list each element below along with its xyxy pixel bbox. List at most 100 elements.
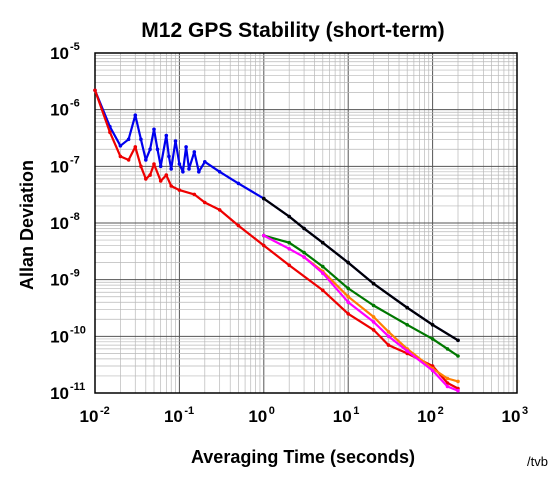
data-point — [287, 247, 292, 251]
data-point — [155, 147, 160, 152]
data-point — [167, 154, 171, 159]
y-tick-exponent: -8 — [70, 211, 80, 223]
y-tick-label: 10 — [50, 327, 69, 346]
data-point — [236, 181, 241, 186]
data-point — [148, 173, 152, 177]
data-point — [126, 137, 131, 142]
data-point — [118, 154, 123, 159]
plot-frame — [94, 52, 518, 394]
data-point — [430, 337, 435, 341]
x-tick-label: 10 — [333, 407, 352, 426]
data-point — [346, 286, 351, 291]
data-point — [371, 303, 376, 308]
series-line-0 — [93, 89, 459, 342]
data-point — [158, 164, 163, 169]
data-point — [133, 113, 138, 117]
data-point — [197, 170, 201, 174]
data-point — [371, 328, 376, 332]
data-point — [144, 177, 148, 181]
data-point — [405, 323, 410, 327]
data-point — [346, 260, 351, 265]
data-point — [386, 343, 391, 347]
data-point — [169, 184, 173, 188]
y-axis-label: Allan Deviation — [17, 160, 37, 290]
data-point — [430, 368, 435, 373]
x-tick-label: 10 — [502, 407, 521, 426]
data-point — [152, 162, 156, 166]
data-point — [456, 338, 460, 343]
data-point — [262, 243, 266, 248]
data-point — [321, 240, 325, 245]
y-tick-exponent: -7 — [70, 154, 80, 166]
data-point — [203, 160, 207, 164]
y-tick-label: 10 — [50, 44, 69, 63]
data-point — [139, 164, 143, 169]
data-point — [456, 354, 460, 358]
data-point — [445, 384, 450, 389]
y-tick-label: 10 — [50, 157, 69, 176]
y-tick-exponent: -5 — [70, 41, 80, 53]
data-point — [192, 150, 197, 154]
data-point — [386, 330, 391, 334]
data-point — [148, 147, 152, 152]
x-axis-label: Averaging Time (seconds) — [191, 447, 415, 467]
x-tick-exponent: -2 — [100, 405, 110, 417]
data-point — [287, 214, 292, 219]
data-point — [152, 127, 156, 132]
data-point — [181, 170, 185, 174]
data-point — [405, 305, 410, 310]
chart-title: M12 GPS Stability (short-term) — [141, 19, 444, 42]
data-point — [445, 376, 450, 381]
x-tick-exponent: 2 — [438, 405, 444, 417]
y-tick-exponent: -9 — [70, 268, 80, 280]
x-tick-label: 10 — [164, 407, 183, 426]
data-point — [236, 223, 241, 228]
series-line-3 — [263, 234, 459, 357]
author-credit: /tvb — [527, 454, 548, 469]
plot-grid — [94, 53, 517, 394]
y-tick-label: 10 — [50, 384, 69, 403]
x-tick-label: 10 — [417, 407, 436, 426]
data-point — [321, 288, 325, 293]
data-point — [302, 250, 306, 255]
x-tick-label: 10 — [80, 407, 99, 426]
data-point — [164, 173, 169, 177]
data-point — [217, 170, 222, 174]
x-tick-exponent: 1 — [353, 405, 359, 417]
data-point — [164, 133, 169, 138]
data-point — [405, 349, 410, 353]
data-point — [371, 320, 376, 324]
data-point — [262, 233, 266, 238]
x-tick-exponent: 0 — [269, 405, 275, 417]
data-point — [430, 323, 435, 327]
data-point — [158, 179, 163, 183]
data-point — [133, 145, 138, 149]
data-point — [445, 347, 450, 351]
data-point — [187, 167, 191, 171]
data-point — [169, 167, 173, 171]
x-tick-labels: 10 -2 10 -1 10 0 10 1 10 2 10 3 — [80, 405, 529, 426]
data-point — [321, 271, 325, 276]
y-tick-exponent: -6 — [70, 98, 80, 110]
data-point — [371, 281, 376, 286]
data-point — [371, 315, 376, 319]
data-point — [456, 388, 460, 393]
data-point — [203, 200, 207, 205]
data-point — [139, 137, 143, 142]
data-point — [456, 379, 460, 384]
data-point — [346, 312, 351, 316]
data-point — [386, 334, 391, 339]
data-point — [173, 139, 178, 143]
x-tick-exponent: 3 — [522, 405, 528, 417]
data-point — [177, 162, 182, 166]
data-point — [302, 255, 306, 259]
data-point — [262, 196, 266, 201]
data-point — [144, 158, 148, 162]
data-point — [118, 144, 123, 148]
data-series — [93, 88, 460, 393]
data-point — [192, 192, 197, 197]
y-tick-exponent: -11 — [70, 381, 85, 393]
data-point — [93, 88, 97, 93]
